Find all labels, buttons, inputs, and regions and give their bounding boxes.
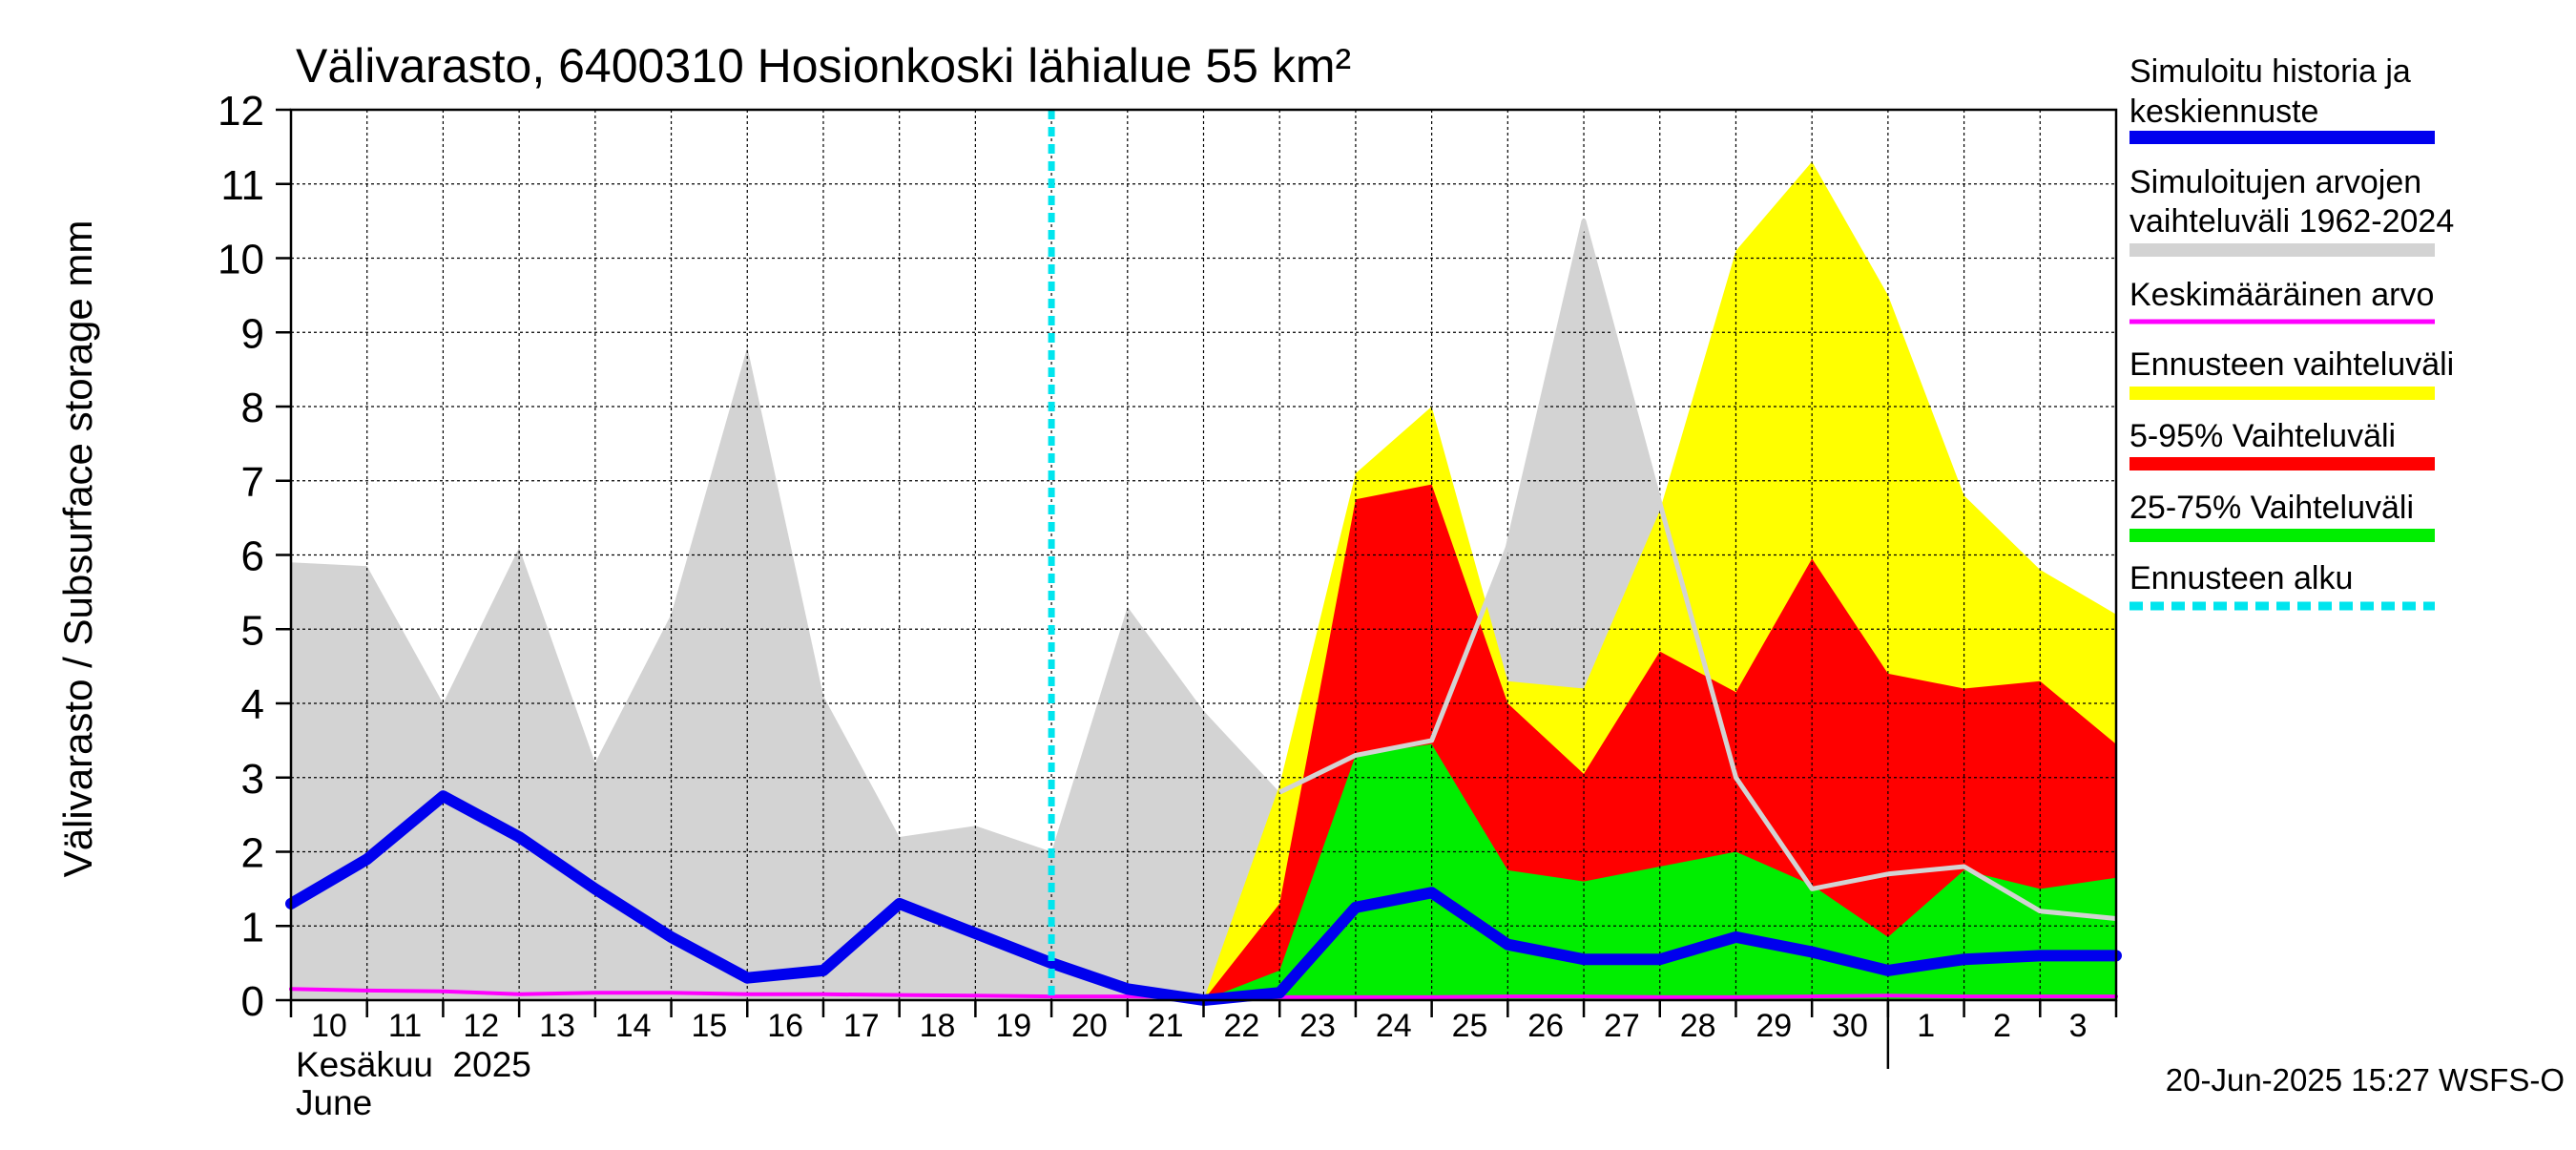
legend-label: Ennusteen vaihteluväli — [2129, 346, 2454, 383]
x-tick-label: 14 — [615, 1008, 652, 1044]
y-axis-label: Välivarasto / Subsurface storage mm — [55, 220, 100, 878]
x-tick-label: 10 — [311, 1008, 347, 1044]
x-tick-label: 17 — [843, 1008, 880, 1044]
x-tick-label: 21 — [1148, 1008, 1184, 1044]
x-tick-label: 25 — [1452, 1008, 1488, 1044]
legend-label: Keskimääräinen arvo — [2129, 277, 2434, 313]
y-tick-label: 12 — [218, 88, 264, 135]
legend-label: Simuloitu historia ja — [2129, 53, 2411, 90]
x-tick-label: 1 — [1917, 1008, 1935, 1044]
x-tick-label: 18 — [920, 1008, 956, 1044]
legend-item: Keskimääräinen arvo — [2129, 277, 2435, 324]
y-tick-label: 2 — [241, 830, 264, 877]
x-tick-label: 28 — [1680, 1008, 1716, 1044]
x-tick-label: 15 — [691, 1008, 727, 1044]
x-tick-label: 12 — [463, 1008, 499, 1044]
legend-label: vaihteluväli 1962-2024 — [2129, 203, 2454, 240]
x-tick-label: 20 — [1071, 1008, 1108, 1044]
legend-item: 5-95% Vaihteluväli — [2129, 418, 2435, 470]
x-tick-label: 19 — [995, 1008, 1031, 1044]
y-tick-label: 5 — [241, 607, 264, 654]
y-tick-label: 8 — [241, 385, 264, 431]
legend-label: 25-75% Vaihteluväli — [2129, 490, 2414, 526]
y-tick-label: 1 — [241, 904, 264, 951]
x-tick-label: 30 — [1832, 1008, 1868, 1044]
y-tick-label: 0 — [241, 978, 264, 1025]
x-tick-label: 29 — [1755, 1008, 1792, 1044]
legend-label: Simuloitujen arvojen — [2129, 164, 2421, 200]
month-label-fi: Kesäkuu 2025 — [296, 1045, 531, 1084]
x-tick-label: 3 — [2069, 1008, 2088, 1044]
y-tick-label: 11 — [220, 162, 264, 209]
x-tick-label: 24 — [1376, 1008, 1412, 1044]
month-label-en: June — [296, 1083, 372, 1122]
x-tick-label: 13 — [539, 1008, 575, 1044]
x-tick-label: 27 — [1604, 1008, 1640, 1044]
y-tick-label: 7 — [241, 459, 264, 506]
y-tick-label: 6 — [241, 533, 264, 580]
x-tick-label: 11 — [388, 1008, 422, 1044]
grid-layer — [291, 110, 2116, 1000]
legend-label: keskiennuste — [2129, 94, 2318, 130]
y-tick-label: 3 — [241, 756, 264, 803]
legend-item: Ennusteen alku — [2129, 560, 2435, 611]
x-tick-label: 22 — [1223, 1008, 1259, 1044]
y-tick-label: 10 — [218, 237, 264, 283]
history-range-top-line — [1278, 219, 2117, 921]
y-tick-label: 4 — [241, 681, 264, 728]
y-tick-label: 9 — [241, 310, 264, 357]
x-tick-label: 23 — [1299, 1008, 1336, 1044]
legend: Simuloitu historia jakeskiennusteSimuloi… — [2129, 53, 2454, 611]
legend-label: 5-95% Vaihteluväli — [2129, 418, 2396, 454]
x-tick-label: 26 — [1527, 1008, 1564, 1044]
legend-label: Ennusteen alku — [2129, 560, 2353, 596]
legend-item: Simuloitu historia ja keskiennuste — [2129, 53, 2435, 144]
footer-timestamp: 20-Jun-2025 15:27 WSFS-O — [2166, 1062, 2565, 1098]
chart-title: Välivarasto, 6400310 Hosionkoski lähialu… — [296, 39, 1351, 93]
x-tick-label: 2 — [1993, 1008, 2011, 1044]
x-tick-label: 16 — [767, 1008, 803, 1044]
legend-item: Ennusteen vaihteluväli — [2129, 346, 2454, 400]
legend-item: 25-75% Vaihteluväli — [2129, 490, 2435, 542]
